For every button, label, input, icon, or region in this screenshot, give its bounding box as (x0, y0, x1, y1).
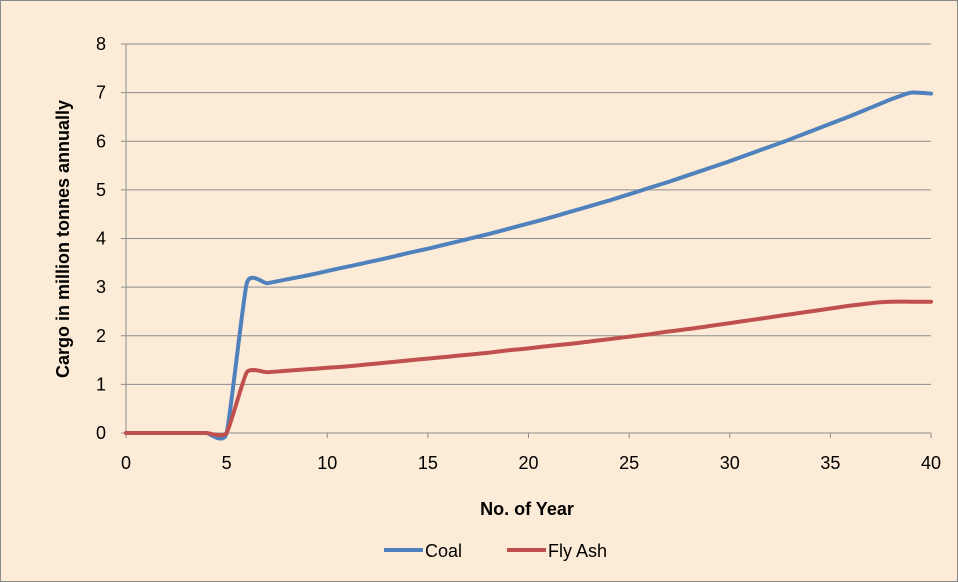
gridlines (126, 43, 931, 385)
legend-label-fly-ash: Fly Ash (548, 541, 607, 561)
y-tick-label-5: 5 (96, 180, 106, 200)
y-tick-label-6: 6 (96, 131, 106, 151)
x-axis-ticks: 0 5 10 15 20 25 30 35 40 (121, 433, 941, 473)
y-tick-label-0: 0 (96, 423, 106, 443)
x-tick-label-40: 40 (921, 453, 941, 473)
y-axis-ticks: 0 1 2 3 4 5 6 7 8 (96, 34, 126, 443)
x-tick-label-5: 5 (222, 453, 232, 473)
y-tick-label-7: 7 (96, 83, 106, 103)
x-tick-label-20: 20 (518, 453, 538, 473)
x-tick-label-10: 10 (317, 453, 337, 473)
legend-item-fly-ash: Fly Ash (507, 541, 607, 561)
y-tick-label-4: 4 (96, 229, 106, 249)
x-tick-label-15: 15 (418, 453, 438, 473)
x-tick-label-35: 35 (820, 453, 840, 473)
x-tick-label-30: 30 (720, 453, 740, 473)
y-axis-title: Cargo in million tonnes annually (53, 100, 73, 378)
series-line-fly-ash (124, 299, 933, 438)
y-tick-label-1: 1 (96, 374, 106, 394)
x-tick-label-25: 25 (619, 453, 639, 473)
x-axis-title: No. of Year (480, 499, 574, 519)
x-tick-label-0: 0 (121, 453, 131, 473)
legend-item-coal: Coal (384, 541, 462, 561)
y-tick-label-2: 2 (96, 326, 106, 346)
legend: Coal Fly Ash (384, 541, 607, 561)
series-lines (124, 90, 933, 441)
legend-label-coal: Coal (425, 541, 462, 561)
y-tick-label-3: 3 (96, 277, 106, 297)
y-tick-label-8: 8 (96, 34, 106, 54)
series-line-coal (124, 90, 933, 441)
